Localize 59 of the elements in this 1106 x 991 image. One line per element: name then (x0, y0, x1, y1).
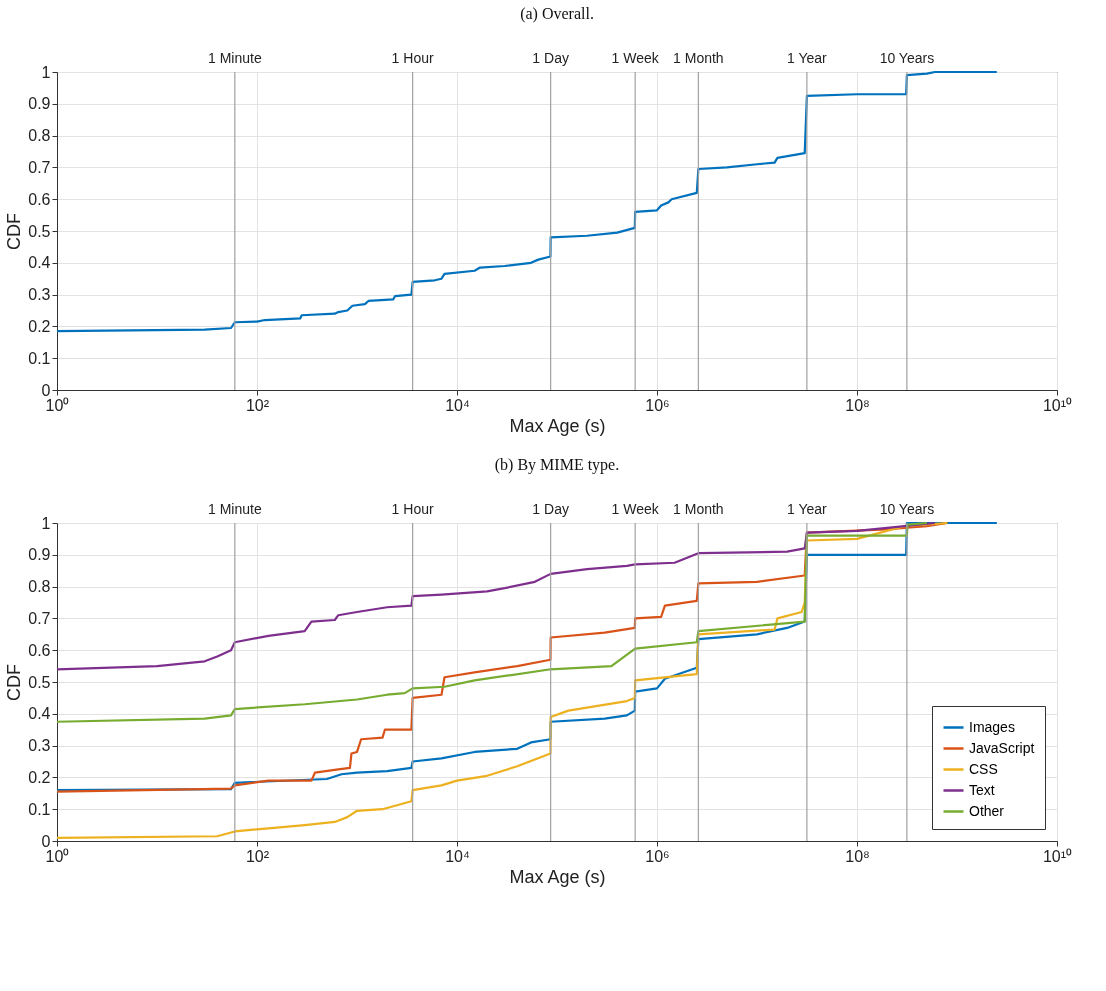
x-tick-label: 10² (245, 847, 270, 865)
y-tick-label: 0 (41, 381, 51, 399)
x-tick-label: 10⁴ (445, 847, 470, 865)
y-tick-label: 0.4 (28, 705, 51, 723)
x-axis-title: Max Age (s) (509, 415, 606, 436)
legend-label: Text (969, 781, 995, 798)
y-tick-label: 0.4 (28, 254, 51, 272)
y-tick-label: 0.5 (28, 673, 51, 691)
ref-line-label: 1 Day (532, 50, 569, 66)
y-tick-label: 0.2 (28, 317, 51, 335)
x-tick-label: 10⁶ (645, 847, 670, 865)
x-tick-label: 10⁶ (645, 396, 670, 414)
y-tick-label: 1 (41, 63, 51, 81)
ref-line-label: 10 Years (879, 501, 935, 517)
ref-line-label: 1 Week (611, 501, 660, 517)
x-tick-label: 10⁰ (45, 396, 70, 414)
x-tick-label: 10⁴ (445, 396, 470, 414)
ref-line-label: 1 Day (532, 501, 569, 517)
legend-label: CSS (969, 760, 998, 777)
chart-title: (b) By MIME type. (494, 456, 620, 474)
y-tick-label: 0.5 (28, 222, 51, 240)
ref-line-label: 1 Year (787, 501, 828, 517)
y-tick-label: 0.3 (28, 737, 51, 755)
y-tick-label: 0.9 (28, 95, 51, 113)
y-tick-label: 0.9 (28, 546, 51, 564)
ref-line-label: 1 Year (787, 50, 828, 66)
y-tick-label: 0.2 (28, 768, 51, 786)
legend-label: JavaScript (969, 739, 1035, 756)
x-tick-label: 10⁰ (45, 847, 70, 865)
y-tick-label: 0.8 (28, 127, 51, 145)
ref-line-label: 1 Month (673, 50, 724, 66)
y-tick-label: 0.6 (28, 641, 51, 659)
x-tick-label: 10² (245, 396, 270, 414)
y-tick-label: 0.7 (28, 609, 51, 627)
x-tick-label: 10⁸ (845, 396, 870, 414)
y-axis-title: CDF (4, 213, 25, 250)
y-tick-label: 0.8 (28, 578, 51, 596)
y-tick-label: 0.6 (28, 190, 51, 208)
y-tick-label: 0.3 (28, 286, 51, 304)
legend-label: Images (969, 718, 1015, 735)
ref-line-label: 1 Minute (207, 50, 262, 66)
y-tick-label: 1 (41, 514, 51, 532)
x-axis-title: Max Age (s) (509, 866, 606, 887)
chart-title: (a) Overall. (520, 5, 594, 23)
ref-line-label: 10 Years (879, 50, 935, 66)
ref-line-label: 1 Hour (391, 501, 434, 517)
ref-line-label: 1 Month (673, 501, 724, 517)
x-tick-label: 10⁸ (845, 847, 870, 865)
x-tick-label: 10¹⁰ (1042, 847, 1073, 865)
ref-line-label: 1 Week (611, 50, 660, 66)
x-tick-label: 10¹⁰ (1042, 396, 1073, 414)
ref-line-label: 1 Minute (207, 501, 262, 517)
y-tick-label: 0.1 (28, 800, 51, 818)
y-tick-label: 0 (41, 832, 51, 850)
y-axis-title: CDF (4, 664, 25, 701)
ref-line-label: 1 Hour (391, 50, 434, 66)
y-tick-label: 0.7 (28, 158, 51, 176)
y-tick-label: 0.1 (28, 349, 51, 367)
legend-label: Other (969, 802, 1005, 819)
